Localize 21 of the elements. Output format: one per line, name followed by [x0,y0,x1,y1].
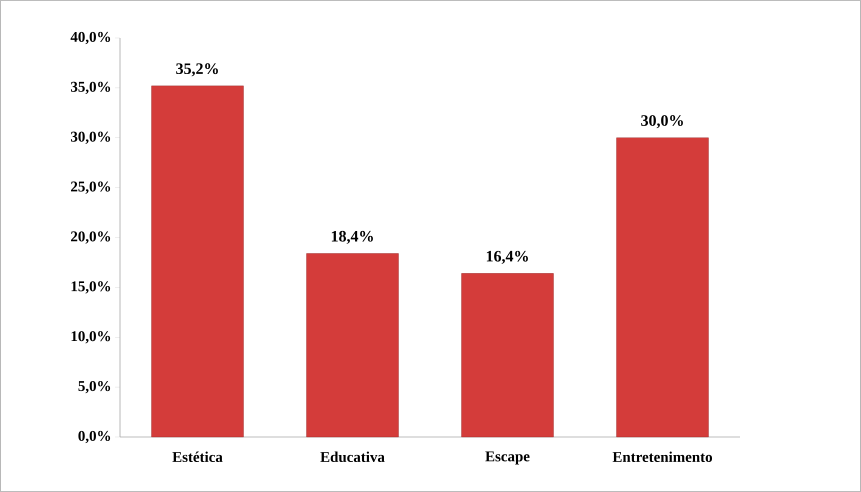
y-tick-label: 40,0% [70,32,110,44]
x-tick-label: Educativa [320,452,385,462]
y-tick-label: 25,0% [71,181,110,194]
x-tick-label: Estética [172,452,223,462]
y-tick-label: 10,0% [72,331,110,344]
y-tick-label: 35,0% [70,82,110,94]
data-label: 30,0% [641,115,683,128]
data-label: 35,2% [176,63,218,76]
bar [461,273,554,438]
x-tick-label: Escape [485,452,530,464]
y-tick-label: 5,0% [78,380,110,394]
bar [616,138,709,438]
data-label: 18,4% [332,230,373,244]
data-label: 16,4% [486,250,528,264]
x-tick-label: Entretenimento [612,452,712,462]
y-tick-label: 15,0% [72,281,110,294]
y-tick-label: 20,0% [71,231,110,244]
bar [151,86,244,438]
y-tick-label: 30,0% [70,132,110,144]
y-tick-label: 0,0% [78,430,110,444]
bar [306,253,399,438]
